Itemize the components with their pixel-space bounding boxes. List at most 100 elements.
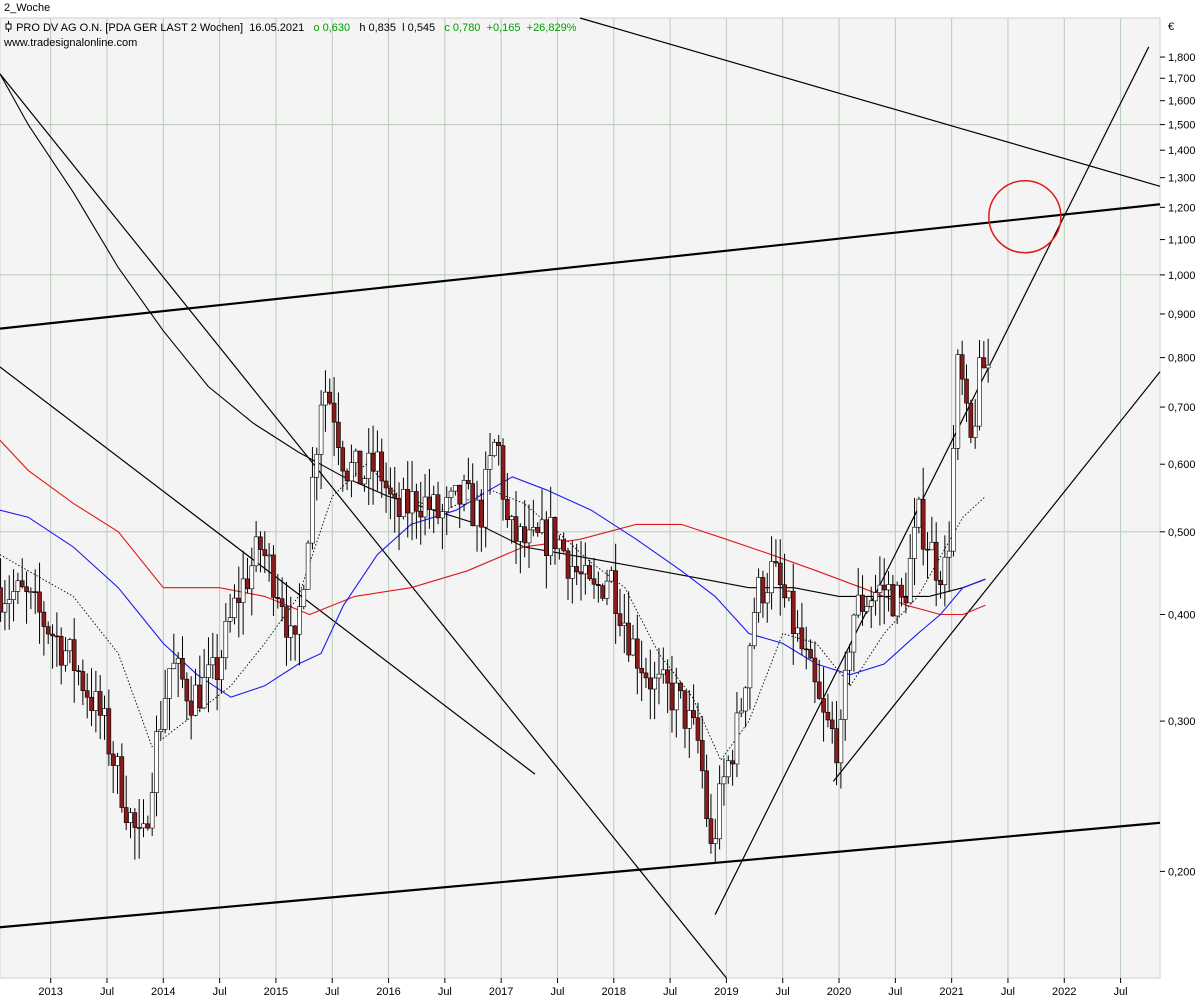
x-tick-label: Jul: [325, 986, 339, 998]
x-axis: 2013 Jul 2014 Jul 2015 Jul 2016 Jul 2017 Jul 2018 J…: [38, 978, 1128, 998]
candle-up: [409, 491, 415, 514]
candle-down: [613, 570, 618, 614]
candle-up: [223, 620, 229, 659]
candle-down: [578, 571, 584, 575]
candle-down: [71, 639, 77, 671]
candle-down: [45, 626, 51, 635]
ma-black-line: [0, 73, 986, 597]
chart-tab-label[interactable]: 2_Woche: [4, 2, 51, 14]
x-tick-label: Jul: [213, 986, 227, 998]
candle-down: [933, 541, 939, 581]
candle-down: [106, 708, 112, 755]
y-tick-label: 1,400: [1168, 145, 1196, 157]
candle-down: [834, 728, 839, 764]
candle-up: [907, 558, 913, 604]
candle-down: [574, 566, 579, 573]
candle-up: [375, 451, 380, 472]
candle-up: [483, 469, 489, 528]
quote-change: +0,165: [486, 22, 521, 34]
candle-up: [955, 354, 961, 449]
candle-down: [136, 827, 142, 829]
candle-up: [167, 668, 172, 699]
candle-up: [141, 823, 146, 829]
instrument-header: PRO DV AG O.N. [PDA GER LAST 2 Wochen] 1…: [4, 21, 577, 34]
candle-down: [279, 598, 285, 608]
y-tick-label: 0,900: [1168, 309, 1196, 321]
candle-down: [682, 690, 688, 729]
x-tick-label: Jul: [663, 986, 677, 998]
candle-down: [188, 700, 194, 716]
candle-down: [596, 583, 601, 586]
candles: [0, 338, 991, 863]
x-tick-label: Jul: [438, 986, 452, 998]
candle-down: [24, 586, 29, 592]
candle-up: [842, 669, 848, 720]
candle-down: [145, 823, 151, 829]
candle-up: [288, 625, 294, 638]
candle-up: [448, 490, 454, 498]
candle-up: [656, 673, 662, 679]
candle-down: [284, 606, 289, 638]
candle-up: [210, 657, 216, 666]
x-tick-label: 2020: [827, 986, 851, 998]
candle-down: [812, 657, 818, 683]
candle-down: [58, 636, 64, 666]
candle-up: [201, 677, 207, 709]
candle-up: [855, 594, 861, 616]
candle-up: [686, 710, 692, 729]
candle-down: [396, 497, 402, 517]
candle-down: [388, 487, 393, 495]
y-tick-label: 0,500: [1168, 527, 1196, 539]
plot-area[interactable]: [0, 17, 1161, 979]
quote-high: h 0,835: [359, 22, 397, 34]
candlestick-icon: [4, 21, 13, 34]
candle-down: [0, 587, 3, 613]
candle-up: [747, 645, 753, 689]
candle-up: [171, 662, 177, 669]
y-tick-label: 0,700: [1168, 402, 1196, 414]
annotation-circle: [988, 179, 1062, 254]
candle-down: [938, 580, 943, 586]
candle-down: [370, 452, 376, 472]
candle-up: [972, 425, 978, 438]
candle-up: [509, 516, 514, 521]
candle-down: [535, 527, 540, 533]
trendline-downtrend-top: [579, 17, 1161, 187]
candle-up: [548, 517, 553, 556]
candle-up: [297, 606, 302, 635]
candle-up: [366, 452, 372, 479]
candle-down: [626, 622, 631, 656]
candle-down: [773, 561, 779, 564]
candle-down: [959, 354, 965, 380]
candle-up: [305, 542, 311, 590]
candle-down: [236, 597, 242, 603]
candle-up: [721, 776, 727, 785]
candle-down: [336, 421, 341, 449]
candle-down: [427, 496, 432, 510]
website-label[interactable]: www.tradesignalonline.com: [4, 37, 138, 49]
candle-down: [968, 402, 974, 438]
candle-down: [184, 678, 190, 702]
y-tick-label: 1,300: [1168, 173, 1196, 185]
candle-up: [531, 527, 536, 531]
y-tick-label: 1,000: [1168, 270, 1196, 282]
candle-down: [825, 711, 831, 721]
candle-up: [868, 600, 874, 607]
candle-up: [946, 550, 952, 558]
candle-up: [440, 511, 445, 519]
candle-up: [310, 476, 315, 544]
candle-up: [985, 364, 991, 369]
candle-down: [97, 691, 103, 716]
quote-date: 16.05.2021: [249, 22, 305, 34]
candle-up: [353, 450, 359, 463]
candle-down: [816, 681, 822, 699]
candle-up: [253, 536, 259, 567]
y-tick-label: 1,100: [1168, 235, 1196, 247]
candle-up: [916, 498, 922, 528]
x-tick-label: 2013: [38, 986, 62, 998]
candle-up: [604, 580, 610, 599]
candle-down: [522, 526, 527, 544]
trendline-upper-channel: [0, 203, 1161, 330]
